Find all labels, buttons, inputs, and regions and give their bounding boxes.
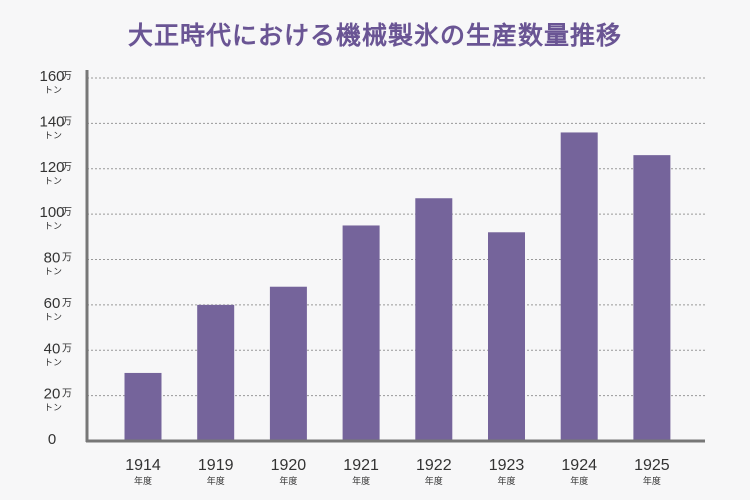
y-tick-label: 120 <box>39 159 64 176</box>
x-tick-label: 1920 <box>271 457 307 474</box>
y-tick-unit: 万 <box>62 71 72 82</box>
x-tick-suffix: 年度 <box>279 475 297 487</box>
y-tick-unit: 万 <box>62 298 72 309</box>
y-tick-unit: トン <box>44 268 62 278</box>
y-tick-unit: トン <box>44 177 62 187</box>
y-tick-label: 160 <box>39 68 64 85</box>
y-tick-unit: トン <box>44 222 62 232</box>
x-tick-suffix: 年度 <box>643 475 661 487</box>
y-tick-unit: トン <box>44 358 62 368</box>
x-tick-label: 1914 <box>125 457 161 474</box>
y-tick-unit: トン <box>44 131 62 141</box>
x-tick-suffix: 年度 <box>352 475 370 487</box>
y-tick-label: 140 <box>39 113 64 130</box>
bar <box>342 225 380 441</box>
y-tick-label: 60 <box>44 295 61 312</box>
bar <box>560 132 598 441</box>
y-tick-label: 40 <box>44 340 61 357</box>
y-tick-label: 20 <box>44 386 61 403</box>
y-tick-label: 80 <box>44 250 61 267</box>
x-tick-label: 1922 <box>416 457 452 474</box>
x-tick-suffix: 年度 <box>425 475 443 487</box>
bars <box>124 132 671 441</box>
bar <box>197 304 235 441</box>
x-tick-suffix: 年度 <box>570 475 588 487</box>
bar <box>633 155 671 441</box>
bar <box>415 198 453 441</box>
y-tick-unit: 万 <box>62 253 72 264</box>
y-tick-label: 100 <box>39 204 64 221</box>
chart-title: 大正時代における機械製氷の生産数量推移 <box>127 21 622 50</box>
y-tick-label: 0 <box>48 431 56 448</box>
y-tick-unit: 万 <box>62 116 72 127</box>
x-tick-label: 1923 <box>489 457 525 474</box>
grid-lines <box>87 77 705 397</box>
y-tick-unit: トン <box>44 404 62 414</box>
y-tick-unit: トン <box>44 313 62 323</box>
x-tick-label: 1919 <box>198 457 234 474</box>
y-tick-unit: 万 <box>62 207 72 218</box>
x-tick-label: 1924 <box>561 457 597 474</box>
x-tick-suffix: 年度 <box>497 475 515 487</box>
bar <box>488 232 525 441</box>
axes <box>85 70 705 443</box>
y-tick-unit: 万 <box>62 389 72 400</box>
bar <box>269 286 307 441</box>
x-tick-labels: 1914年度1919年度1920年度1921年度1922年度1923年度1924… <box>125 457 670 487</box>
bar <box>124 372 162 441</box>
y-tick-unit: トン <box>44 86 62 96</box>
x-tick-suffix: 年度 <box>134 475 152 487</box>
y-tick-unit: 万 <box>62 162 72 173</box>
x-tick-label: 1925 <box>634 457 670 474</box>
x-tick-label: 1921 <box>343 457 379 474</box>
x-tick-suffix: 年度 <box>207 475 225 487</box>
y-tick-unit: 万 <box>62 343 72 354</box>
